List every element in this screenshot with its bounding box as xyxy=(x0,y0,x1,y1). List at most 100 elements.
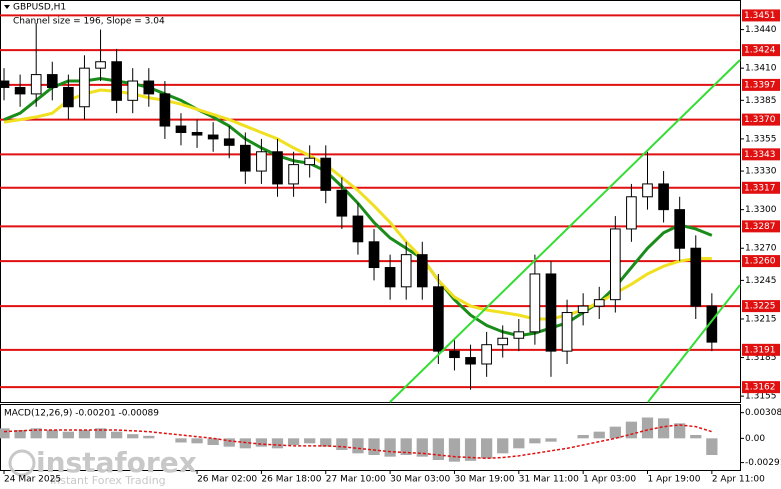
macd-bar xyxy=(706,438,718,455)
candle-body xyxy=(336,189,348,217)
level-box xyxy=(742,9,780,22)
macd-bar xyxy=(609,426,621,439)
macd-bar xyxy=(336,438,348,450)
macd-bar xyxy=(94,428,107,439)
candle-body xyxy=(352,215,364,243)
candle-body xyxy=(30,74,42,95)
macd-bar xyxy=(30,428,42,439)
macd-bar xyxy=(368,438,380,455)
macd-bar xyxy=(239,438,251,449)
macd-bar xyxy=(0,428,10,439)
macd-bar xyxy=(690,435,702,439)
macd-bar xyxy=(497,438,509,454)
level-label: 1.3162 xyxy=(744,383,776,393)
macd-tick-label: 0.00308 xyxy=(745,408,781,418)
level-box xyxy=(742,181,780,194)
candle-body xyxy=(433,286,444,352)
macd-label: MACD(12,26,9) -0.00201 -0.00089 xyxy=(4,409,159,419)
level-box xyxy=(742,78,780,91)
candle-body xyxy=(690,247,702,307)
macd-bar xyxy=(271,438,284,449)
macd-bar xyxy=(143,435,155,439)
candle-body xyxy=(658,183,669,211)
level-label: 1.3424 xyxy=(744,46,776,56)
candle-body xyxy=(288,164,299,185)
macd-bar xyxy=(577,435,589,439)
candle-body xyxy=(706,305,718,343)
candle-body xyxy=(384,267,396,288)
candle-body xyxy=(240,144,251,172)
macd-bar xyxy=(62,431,74,439)
candle-body xyxy=(79,67,90,108)
candle-body xyxy=(256,151,267,172)
level-label: 1.3287 xyxy=(744,222,776,232)
macd-bar xyxy=(641,417,654,439)
x-tick-label: 1 Apr 03:00 xyxy=(583,475,636,485)
candle-body xyxy=(223,138,235,146)
level-box xyxy=(742,148,780,161)
macd-bar xyxy=(287,438,300,445)
candle-body xyxy=(497,337,509,346)
y-tick-label: 1.3440 xyxy=(745,25,777,35)
macd-bar xyxy=(416,438,428,457)
level-box xyxy=(742,44,780,57)
candle-body xyxy=(610,228,621,301)
channel-lower xyxy=(647,284,741,403)
chart-title: GBPUSD,H1 xyxy=(13,3,66,13)
x-tick-label: 26 Mar 18:00 xyxy=(261,475,321,485)
candle-body xyxy=(191,131,203,136)
level-box xyxy=(742,381,780,394)
candle-body xyxy=(577,305,589,314)
candle-body xyxy=(368,241,380,269)
x-tick-label: 24 Mar 2025 xyxy=(4,475,61,485)
level-label: 1.3317 xyxy=(744,183,776,193)
level-label: 1.3370 xyxy=(744,115,776,125)
candle-body xyxy=(304,157,316,166)
y-tick-label: 1.3155 xyxy=(745,392,777,402)
macd-bar xyxy=(384,438,396,457)
watermark-brand: instaforex xyxy=(36,446,197,479)
candle-body xyxy=(529,273,541,333)
level-box xyxy=(742,113,780,126)
macd-bar xyxy=(175,438,187,443)
y-tick-label: 1.3185 xyxy=(745,353,777,363)
macd-bar xyxy=(674,423,686,439)
candle-body xyxy=(111,61,122,101)
candle-body xyxy=(513,331,525,339)
level-label: 1.3343 xyxy=(744,150,776,160)
macd-bar xyxy=(127,434,139,439)
candle-body xyxy=(46,74,58,88)
macd-bar xyxy=(78,430,91,439)
candle-body xyxy=(449,350,460,359)
candle-body xyxy=(674,209,686,249)
level-box xyxy=(742,343,780,356)
moving-average xyxy=(3,88,712,321)
candle-body xyxy=(127,80,139,101)
plot-area xyxy=(0,14,740,390)
macd-bar xyxy=(352,438,364,454)
x-tick-label: 31 Mar 11:00 xyxy=(519,475,579,485)
macd-bar xyxy=(625,421,638,439)
macd-bar xyxy=(111,431,123,439)
watermark-tagline: Instant Forex Trading xyxy=(50,474,166,487)
x-tick-label: 30 Mar 19:00 xyxy=(454,475,514,485)
candle-body xyxy=(400,254,412,288)
y-tick-label: 1.3385 xyxy=(745,96,777,106)
macd-bar xyxy=(657,418,670,439)
level-label: 1.3225 xyxy=(744,302,776,312)
symbol-marker xyxy=(4,5,10,9)
macd-bar xyxy=(513,438,525,449)
y-tick-label: 1.3355 xyxy=(745,134,777,144)
candle-body xyxy=(63,86,74,108)
y-tick-label: 1.3410 xyxy=(745,64,777,74)
level-box xyxy=(742,300,780,313)
candle-body xyxy=(14,86,26,95)
candle-body xyxy=(175,125,187,133)
macd-bar xyxy=(255,438,268,447)
x-tick-label: 27 Mar 10:00 xyxy=(326,475,386,485)
candle-body xyxy=(143,80,155,95)
candle-body xyxy=(545,273,557,352)
macd-bar xyxy=(191,438,203,444)
x-tick-label: 26 Mar 02:00 xyxy=(197,475,257,485)
